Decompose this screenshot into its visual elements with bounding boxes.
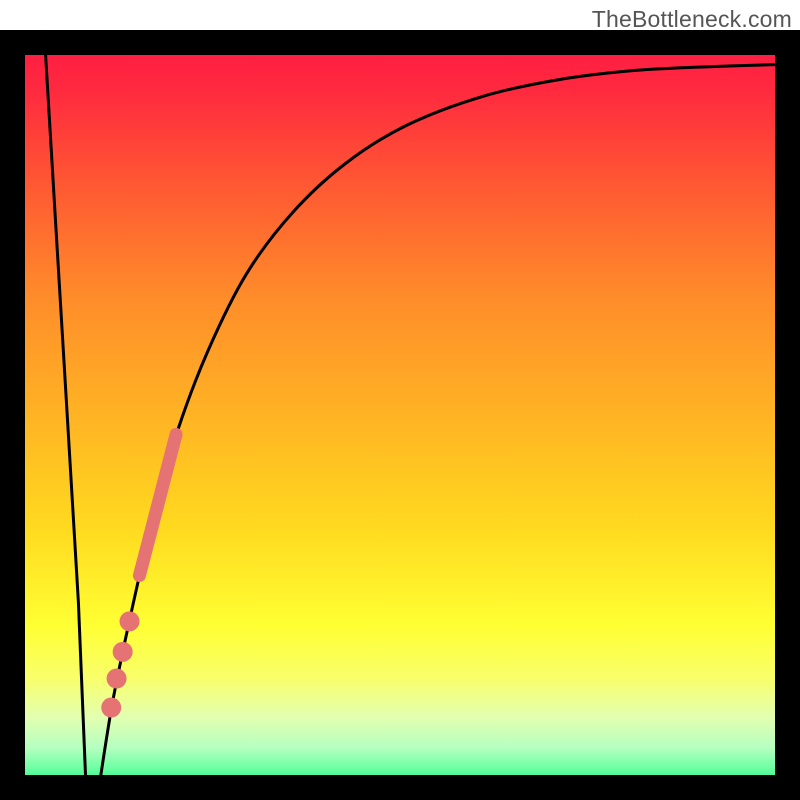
- plot-frame: [0, 30, 25, 800]
- bottleneck-chart: [0, 0, 800, 800]
- gradient-background: [25, 30, 788, 793]
- watermark-text: TheBottleneck.com: [592, 6, 792, 33]
- highlight-dot: [113, 642, 133, 662]
- highlight-dot: [120, 611, 140, 631]
- plot-frame: [0, 30, 800, 55]
- plot-frame: [0, 775, 800, 800]
- highlight-dot: [107, 669, 127, 689]
- plot-frame: [775, 30, 800, 800]
- highlight-dot: [101, 698, 121, 718]
